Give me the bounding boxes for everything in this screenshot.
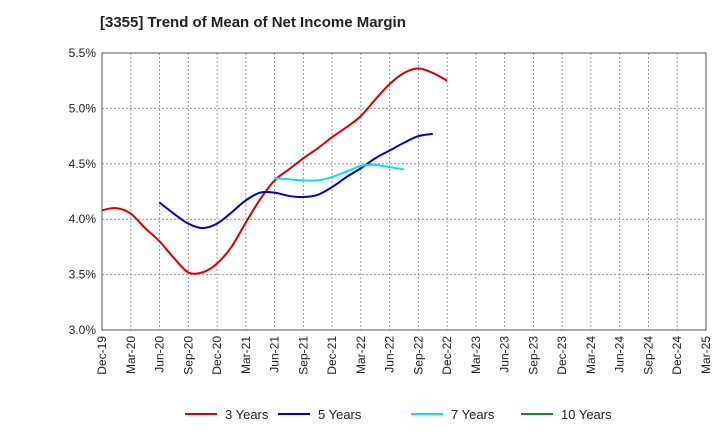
x-tick-label: Jun-20 bbox=[153, 336, 167, 373]
x-tick-label: Dec-21 bbox=[325, 336, 339, 375]
series-line-5-years bbox=[158, 132, 433, 230]
legend-label-5-years: 5 Years bbox=[318, 407, 362, 422]
y-tick-label: 3.5% bbox=[69, 268, 97, 282]
series-line-3-years bbox=[101, 67, 448, 275]
x-tick-label: Sep-22 bbox=[411, 336, 425, 375]
x-tick-label: Mar-21 bbox=[239, 336, 253, 374]
x-tick-label: Mar-24 bbox=[584, 336, 598, 374]
x-tick-label: Jun-21 bbox=[268, 336, 282, 373]
x-tick-label: Jun-23 bbox=[498, 336, 512, 373]
x-tick-label: Dec-20 bbox=[210, 336, 224, 375]
x-tick-label: Dec-22 bbox=[440, 336, 454, 375]
plot-frame bbox=[101, 52, 707, 331]
y-tick-label: 3.0% bbox=[69, 323, 97, 337]
x-tick-label: Mar-20 bbox=[124, 336, 138, 374]
grid-lines bbox=[102, 53, 706, 330]
x-tick-label: Mar-25 bbox=[699, 336, 713, 374]
legend-label-7-years: 7 Years bbox=[451, 407, 495, 422]
x-tick-label: Sep-20 bbox=[181, 336, 195, 375]
y-tick-label: 4.0% bbox=[69, 212, 97, 226]
x-tick-label: Mar-23 bbox=[469, 336, 483, 374]
x-tick-label: Jun-24 bbox=[613, 336, 627, 373]
x-tick-label: Dec-19 bbox=[95, 336, 109, 375]
legend-label-10-years: 10 Years bbox=[561, 407, 612, 422]
chart-title: [3355] Trend of Mean of Net Income Margi… bbox=[100, 14, 406, 31]
x-tick-label: Dec-24 bbox=[670, 336, 684, 375]
x-tick-label: Sep-24 bbox=[641, 336, 655, 375]
series-lines bbox=[101, 67, 448, 275]
y-tick-label: 5.0% bbox=[69, 101, 97, 115]
y-tick-label: 4.5% bbox=[69, 157, 97, 171]
x-axis-ticks: Dec-19 Mar-20 Jun-20 Sep-20 Dec-20 Mar-21 Jun-… bbox=[95, 336, 713, 375]
axes bbox=[101, 52, 707, 331]
y-tick-label: 5.5% bbox=[69, 46, 97, 60]
series-line-7-years bbox=[274, 163, 405, 182]
legend: 3 Years 5 Years 7 Years 10 Years bbox=[185, 407, 612, 422]
legend-label-3-years: 3 Years bbox=[225, 407, 269, 422]
x-tick-label: Mar-22 bbox=[354, 336, 368, 374]
x-tick-label: Dec-23 bbox=[555, 336, 569, 375]
x-tick-label: Sep-21 bbox=[296, 336, 310, 375]
x-tick-label: Jun-22 bbox=[383, 336, 397, 373]
y-axis-ticks: 3.0% 3.5% 4.0% 4.5% 5.0% 5.5% bbox=[69, 46, 97, 337]
x-tick-label: Sep-23 bbox=[526, 336, 540, 375]
